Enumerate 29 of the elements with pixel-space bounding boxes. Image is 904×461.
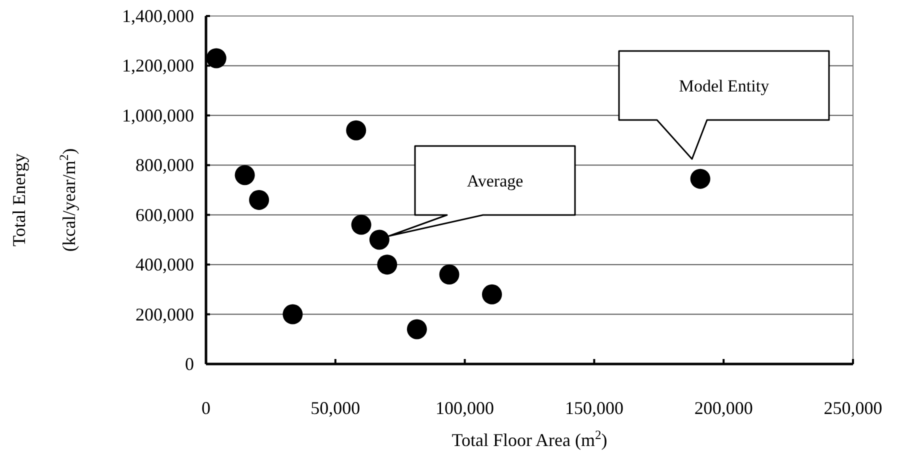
y-tick-label: 400,000 (136, 254, 194, 275)
point (206, 48, 226, 68)
x-tick-label: 250,000 (824, 398, 882, 418)
x-tick-label: 100,000 (436, 398, 494, 418)
annotation: Average (466, 172, 524, 190)
point (346, 120, 366, 140)
point (377, 254, 398, 275)
point (282, 304, 303, 324)
y-tick-label: 200,000 (136, 304, 194, 324)
annotation: Model Entity (678, 76, 770, 96)
x-tick-label: 150,000 (564, 398, 624, 418)
y-tick-label: 800,000 (136, 155, 194, 176)
point (406, 319, 427, 340)
point (482, 284, 502, 304)
x-tick-label: 0 (202, 398, 210, 418)
x-tick-label: 50,000 (310, 398, 360, 418)
y-tick-label: 0 (185, 354, 194, 374)
x-tick-label: 200,000 (694, 398, 753, 418)
y-tick-label: 1,000,000 (122, 105, 194, 126)
point (234, 165, 255, 186)
point (351, 214, 372, 235)
y-tick-label: 600,000 (136, 204, 194, 225)
point (369, 230, 390, 250)
y-tick-label: 1,400,000 (122, 6, 194, 26)
point (439, 264, 460, 285)
x-axis-title: Total Floor Area (m$^{2}$) (452, 428, 608, 450)
point (690, 168, 710, 189)
y-tick-label: 1,200,000 (122, 56, 194, 76)
point (249, 190, 270, 210)
